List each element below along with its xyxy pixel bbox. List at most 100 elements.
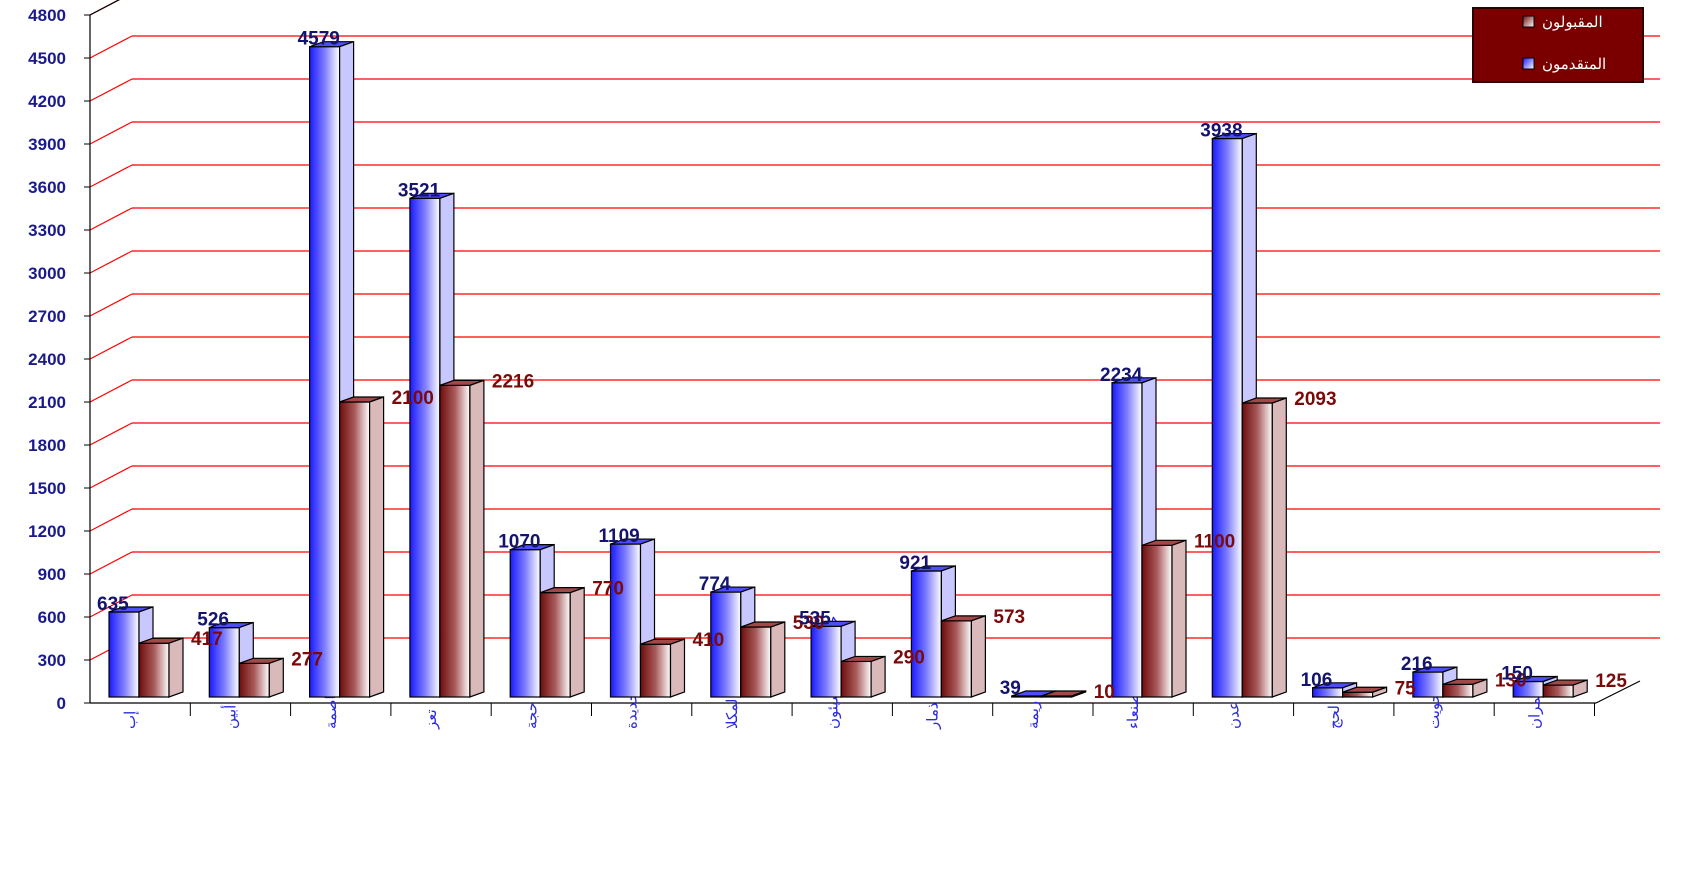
value-label-accepted: 2216 [492, 371, 534, 392]
bar-side-face [1271, 397, 1287, 698]
y-tick-label: 2100 [28, 393, 66, 412]
value-label-accepted: 75 [1395, 678, 1417, 699]
bar-accepted [1542, 679, 1588, 698]
x-category-label: ريمة [1025, 701, 1042, 729]
value-label-applicants: 635 [97, 594, 129, 615]
bars-layer [108, 40, 1588, 698]
value-label-applicants: 150 [1501, 664, 1533, 685]
bar-side-face [1472, 678, 1488, 698]
grid-layer [89, 0, 1660, 661]
bar-accepted [238, 657, 284, 698]
gridline-diagonal [89, 508, 133, 532]
value-label-applicants: 774 [699, 574, 731, 595]
bar-accepted [639, 638, 686, 698]
gridline-diagonal [89, 121, 133, 145]
y-tick-label: 3600 [28, 178, 66, 197]
bar-front-face [810, 625, 842, 698]
value-label-accepted: 10 [1094, 682, 1115, 703]
bar-front-face [840, 660, 872, 698]
value-label-accepted: 2100 [392, 388, 434, 409]
y-tick-label: 600 [38, 608, 66, 627]
legend-box [1472, 7, 1644, 83]
bar-front-face [1211, 137, 1243, 698]
bar-front-face [910, 570, 943, 698]
x-category-label: عدن [1225, 701, 1242, 729]
y-tick-label: 900 [38, 565, 66, 584]
bar-front-face [1141, 544, 1173, 698]
value-label-applicants: 535 [799, 608, 831, 629]
gridline-diagonal [89, 594, 133, 618]
legend-label-applicants: المتقدمون [1542, 56, 1606, 73]
value-label-applicants: 1070 [498, 532, 540, 553]
bar-accepted [1341, 686, 1388, 698]
bar-side-face [1171, 539, 1187, 698]
bar-accepted [339, 396, 385, 698]
value-label-applicants: 39 [1000, 678, 1021, 699]
x-category-label: حجة [523, 702, 540, 729]
bar-front-face [1412, 671, 1444, 698]
bar-accepted [1442, 678, 1488, 698]
gridline-diagonal [89, 78, 133, 102]
value-label-accepted: 410 [693, 630, 725, 651]
bar-side-face [369, 396, 385, 698]
bar-front-face [639, 643, 672, 698]
value-label-applicants: 2234 [1100, 365, 1143, 386]
value-label-accepted: 2093 [1294, 389, 1336, 410]
x-category-label: تعز [423, 709, 440, 730]
axis-layer: 0 300 600 900 1200 1500 1800 2100 2400 2700 3000 33… [28, 0, 1641, 730]
y-tick-label: 4200 [28, 92, 66, 111]
value-label-applicants: 526 [197, 610, 229, 631]
x-category-label: صنعاء [1125, 693, 1142, 729]
bar-front-face [539, 592, 571, 698]
gridline-diagonal [89, 250, 133, 274]
y-axis-top [89, 0, 120, 16]
value-label-accepted: 417 [191, 629, 223, 650]
legend-swatch-accepted [1522, 15, 1535, 28]
x-axis-depth-line [1595, 680, 1641, 704]
bar-front-face [409, 197, 441, 698]
value-label-accepted: 573 [993, 607, 1025, 628]
x-category-label: عمران [1526, 688, 1543, 729]
gridline-diagonal [89, 336, 133, 360]
gridline-diagonal [89, 422, 133, 446]
bar-side-face [469, 379, 485, 698]
bar-accepted [539, 586, 585, 698]
legend-swatch-applicants [1522, 57, 1535, 70]
value-label-applicants: 4579 [298, 29, 340, 50]
x-category-label: أبين [220, 705, 239, 729]
y-tick-label: 4800 [28, 6, 66, 25]
bar-side-face [770, 621, 786, 698]
bar-side-face [268, 657, 284, 698]
y-tick-label: 0 [57, 694, 66, 713]
value-label-applicants: 106 [1301, 670, 1333, 691]
bar-front-face [339, 401, 371, 698]
bar-side-face [1071, 690, 1087, 698]
legend: المقبولون المتقدمون [1472, 7, 1644, 83]
value-label-accepted: 130 [1495, 670, 1527, 691]
gridline-diagonal [89, 35, 133, 59]
value-label-applicants: 216 [1401, 654, 1433, 675]
bar-front-face [1341, 691, 1374, 698]
bar-front-face [740, 626, 772, 698]
bar-front-face [439, 384, 471, 698]
bar-accepted [740, 621, 786, 698]
bar-accepted [439, 379, 485, 698]
bar-accepted [1241, 397, 1287, 698]
bar-side-face [669, 638, 686, 698]
bar-front-face [609, 543, 642, 698]
y-tick-label: 2400 [28, 350, 66, 369]
gridline-diagonal [89, 465, 133, 489]
gridline-diagonal [89, 164, 133, 188]
y-tick-label: 1800 [28, 436, 66, 455]
value-label-accepted: 530 [793, 613, 825, 634]
value-label-accepted: 277 [291, 649, 323, 670]
bar-front-face [1241, 402, 1273, 698]
y-tick-label: 1500 [28, 479, 66, 498]
bar-accepted [840, 655, 886, 698]
gridline-diagonal [89, 0, 120, 16]
gridline-diagonal [89, 207, 133, 231]
bar-front-face [309, 46, 341, 698]
x-category-label: لحج [1326, 705, 1343, 729]
y-tick-label: 1200 [28, 522, 66, 541]
